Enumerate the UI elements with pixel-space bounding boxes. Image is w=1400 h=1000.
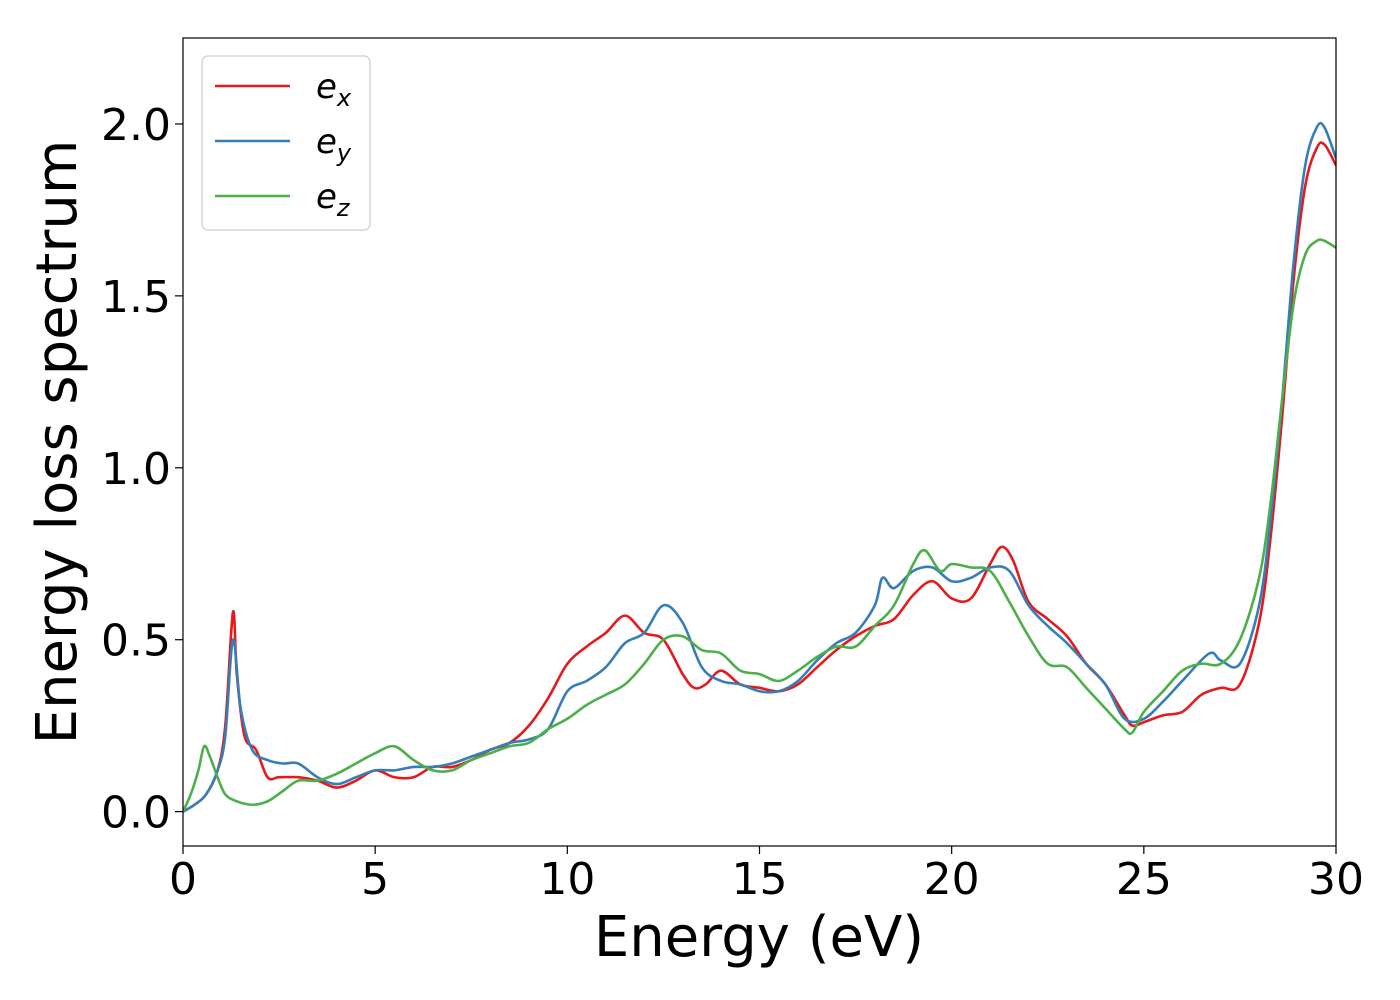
- series-line-e-z: [183, 238, 1336, 813]
- x-tick-label: 0: [169, 854, 197, 905]
- legend: ex ey ez: [201, 55, 371, 231]
- x-tick-label: 15: [732, 854, 788, 905]
- x-tick-label: 20: [924, 854, 980, 905]
- y-tick-label: 1.5: [101, 272, 171, 323]
- series-line-e-x: [183, 141, 1336, 813]
- x-tick-label: 25: [1116, 854, 1172, 905]
- y-tick-label: 1.0: [101, 444, 171, 495]
- y-axis-title: Energy loss spectrum: [25, 140, 90, 745]
- y-tick-label: 2.0: [101, 100, 171, 151]
- x-tick-label: 10: [539, 854, 595, 905]
- y-tick-label: 0.5: [101, 616, 171, 667]
- x-tick-label: 5: [361, 854, 389, 905]
- y-tick-label: 0.0: [101, 788, 171, 839]
- x-axis-title: Energy (eV): [594, 905, 924, 970]
- x-axis: 0 5 10 15 20 25 30: [169, 846, 1364, 905]
- x-tick-label: 30: [1308, 854, 1364, 905]
- legend-label-e-z: ez: [316, 177, 351, 222]
- legend-label-e-y: ey: [316, 122, 352, 167]
- legend-label-e-x: ex: [316, 67, 352, 112]
- series-layer: [183, 121, 1336, 813]
- y-axis: 0.0 0.5 1.0 1.5 2.0: [101, 100, 183, 839]
- legend-box: [201, 55, 371, 231]
